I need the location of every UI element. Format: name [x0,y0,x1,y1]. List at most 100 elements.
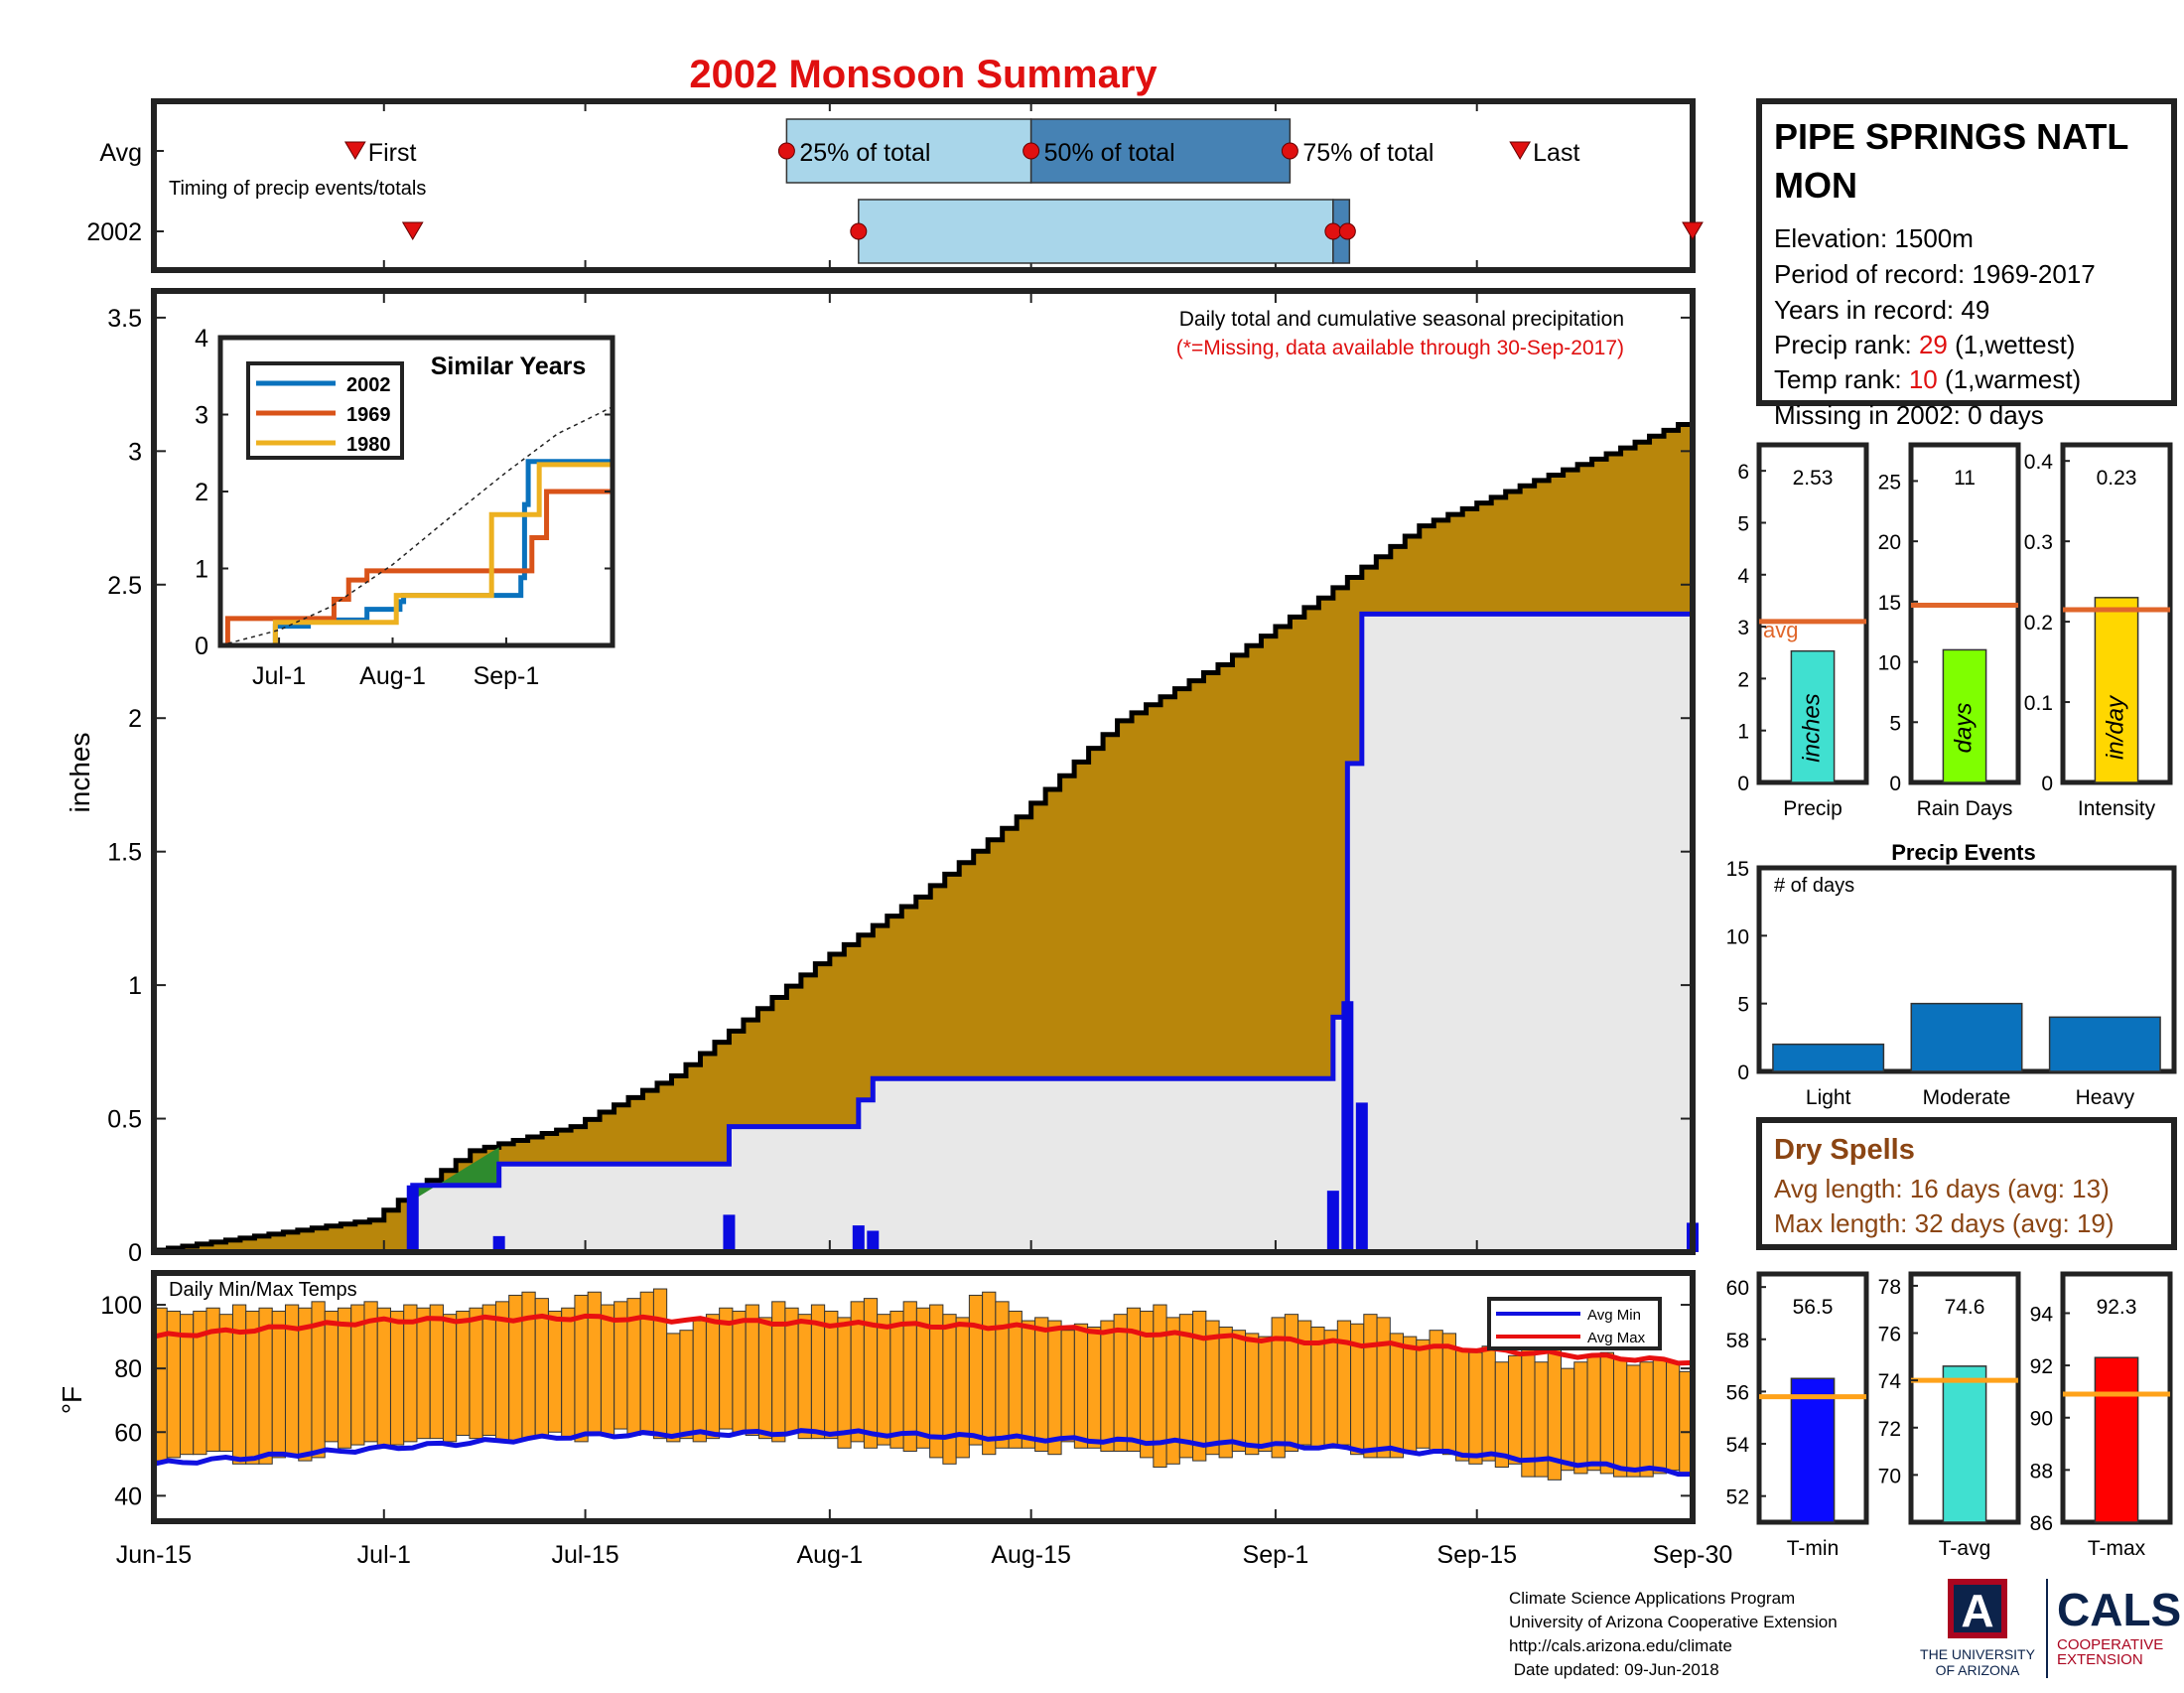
rain-days-bar [1942,648,1987,783]
intensity-bar [2094,597,2139,783]
daily-temp-bar [666,1333,681,1443]
temp-min-y-tick-label: 52 [1726,1486,1749,1509]
avg-25-50-box [785,118,1032,184]
daily-temp-bar [863,1298,879,1449]
precip-y-tick-label: 2 [128,705,142,733]
daily-temp-bar [652,1288,668,1440]
daily-temp-bar [469,1307,483,1440]
inset-frame [217,335,615,648]
station-temp-rank: Temp rank: 10 (1,warmest) [1774,364,2081,394]
date-axis-label: Jul-15 [552,1541,619,1569]
rain-days-value-label: 11 [1954,467,1976,490]
footer-credits: Climate Science Applications Program Uni… [1509,1587,1838,1682]
daily-temp-bar [442,1314,458,1443]
precip-panel: 0 0.5 1 1.5 2 2.5 3 3.5 inches Daily total and … [65,288,1699,1267]
precip-total-y-tick-label: 3 [1737,617,1749,639]
inset-series-2002 [220,452,615,648]
daily-temp-bar [218,1314,233,1452]
precip-total-unit-label: inches [1798,693,1825,762]
daily-temp-bar [889,1310,904,1449]
daily-precip-bar [852,1225,865,1252]
cals-logo: CALS COOPERATIVE EXTENSION [2057,1584,2181,1668]
temp-y-tick-label: 100 [100,1292,142,1320]
temp-min-category-label: T-min [1787,1537,1840,1560]
precip-events-y-tick-label: 5 [1737,994,1749,1017]
daily-temp-bar [521,1291,536,1440]
station-name-line1: PIPE SPRINGS NATL [1774,116,2128,157]
station-precip-rank: Precip rank: 29 (1,wettest) [1774,330,2075,359]
avg-first-marker [343,141,366,160]
daily-temp-bar [745,1304,759,1436]
temp-min-y-tick-label: 54 [1726,1434,1750,1457]
precip-y-tick-label: 0 [128,1239,142,1267]
avg-75pct-label: 75% of total [1302,139,1433,167]
daily-temp-bar [837,1317,852,1449]
legend-avg-min-label: Avg Min [1587,1307,1641,1324]
avg-cumulative-area [154,424,1693,1252]
daily-temp-bar [1416,1339,1431,1449]
daily-temp-bar [1205,1320,1220,1456]
timing-row-2002-label: 2002 [86,218,142,246]
daily-temp-bar [968,1294,984,1446]
intensity-y-tick-label: 0 [2041,773,2053,795]
inset-x-tick-label: Aug-1 [359,662,426,690]
daily-temp-bar [705,1314,721,1440]
temp-avg-y-tick-label: 76 [1878,1324,1901,1346]
avg-50pct-marker [1023,142,1040,160]
daily-temp-bar [1561,1367,1575,1472]
date-axis: Jun-15 Jul-1 Jul-15 Aug-1 Aug-15 Sep-1 Sep-15 S… [116,1509,1732,1569]
avg-50pct-label: 50% of total [1044,139,1175,167]
daily-temp-bar [1573,1361,1588,1475]
precip-events-category-label: Light [1806,1086,1851,1109]
2002-last-marker [1682,221,1704,240]
footer-line-url: http://cals.arizona.edu/climate [1509,1636,1732,1655]
intensity-value-label: 0.23 [2097,467,2137,490]
precip-y-tick-label: 0.5 [107,1106,142,1134]
temp-min-y-tick-label: 58 [1726,1330,1749,1352]
rain-days-unit-label: days [1950,703,1977,754]
daily-temp-bar [587,1291,602,1433]
daily-temp-bar [403,1304,418,1443]
temp-y-axis-label: °F [57,1386,87,1414]
precip-total-value-label: 2.53 [1793,467,1834,490]
precip-events-category-label: Heavy [2076,1086,2135,1109]
daily-temp-bar [797,1314,812,1440]
footer-line-university: University of Arizona Cooperative Extens… [1509,1613,1838,1631]
daily-temp-bar [784,1307,799,1433]
daily-temp-bar [1376,1317,1391,1459]
dry-spells-max-length: Max length: 32 days (avg: 19) [1774,1208,2115,1238]
station-name-line2: MON [1774,165,1857,206]
daily-temp-bar [1626,1364,1641,1478]
intensity-y-tick-label: 0.2 [2024,612,2053,635]
ua-logo-text-2: OF ARIZONA [1936,1662,2020,1678]
temp-max-y-tick-label: 88 [2030,1460,2053,1482]
temp-avg-y-tick-label: 74 [1878,1370,1902,1393]
date-axis-label: Jul-1 [357,1541,411,1569]
daily-temp-bar [1060,1330,1075,1443]
temp-avg-y-tick-label: 70 [1878,1465,1901,1487]
daily-temp-bar [481,1304,496,1436]
precip-total-avg-label: avg [1763,618,1798,642]
daily-temp-bar [757,1317,773,1440]
footer-line-program: Climate Science Applications Program [1509,1589,1796,1608]
dry-spells-title: Dry Spells [1774,1134,1915,1166]
inset-y-tick-label: 4 [195,325,208,353]
temp-min-y-tick-label: 60 [1726,1277,1749,1300]
daily-temp-bar [324,1310,339,1443]
daily-temp-bar [1652,1358,1668,1475]
daily-temp-bar [1363,1314,1378,1459]
dry-spells-frame [1756,1117,2177,1250]
rain-days-y-tick-label: 5 [1889,712,1901,735]
avg-50-75-box [1029,118,1292,184]
station-missing-days: Missing in 2002: 0 days [1774,400,2044,430]
daily-temp-bar [416,1307,431,1440]
station-period: Period of record: 1969-2017 [1774,259,2096,289]
precip-events-y-tick-label: 0 [1737,1061,1749,1084]
daily-temp-bar [389,1310,405,1446]
precip-events-title: Precip Events [1891,840,2036,865]
inset-y-tick-label: 0 [195,633,208,660]
daily-temp-bar [732,1310,747,1433]
intensity-y-tick-label: 0.1 [2024,692,2053,715]
